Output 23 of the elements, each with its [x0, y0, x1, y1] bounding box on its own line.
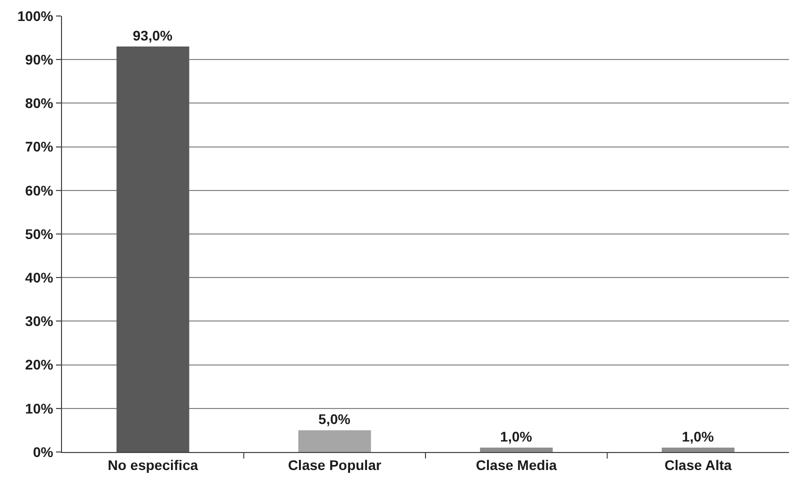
- x-tick-label: Clase Alta: [664, 456, 732, 473]
- y-tick-label: 30%: [25, 313, 54, 330]
- bar: [116, 46, 190, 452]
- x-tick-label: Clase Media: [476, 456, 558, 473]
- y-tick-label: 60%: [25, 182, 54, 198]
- bar: [480, 448, 553, 452]
- data-label: 5,0%: [318, 411, 351, 428]
- bar: [298, 430, 371, 452]
- y-tick-label: 10%: [25, 400, 54, 416]
- y-tick-label: 40%: [25, 270, 54, 286]
- x-tick-label: Clase Popular: [288, 456, 382, 473]
- bar: [662, 448, 734, 452]
- y-tick-label: 20%: [25, 356, 54, 373]
- data-label: 93,0%: [132, 28, 174, 44]
- data-label: 1,0%: [500, 428, 533, 445]
- y-tick-label: 50%: [25, 226, 54, 242]
- y-tick-label: 100%: [17, 8, 54, 24]
- y-tick-label: 80%: [25, 95, 54, 112]
- y-tick-label: 0%: [32, 444, 54, 460]
- x-tick-label: No especifica: [108, 456, 198, 473]
- data-label: 1,0%: [682, 428, 714, 445]
- y-tick-label: 90%: [25, 52, 54, 68]
- y-tick-label: 70%: [25, 138, 54, 155]
